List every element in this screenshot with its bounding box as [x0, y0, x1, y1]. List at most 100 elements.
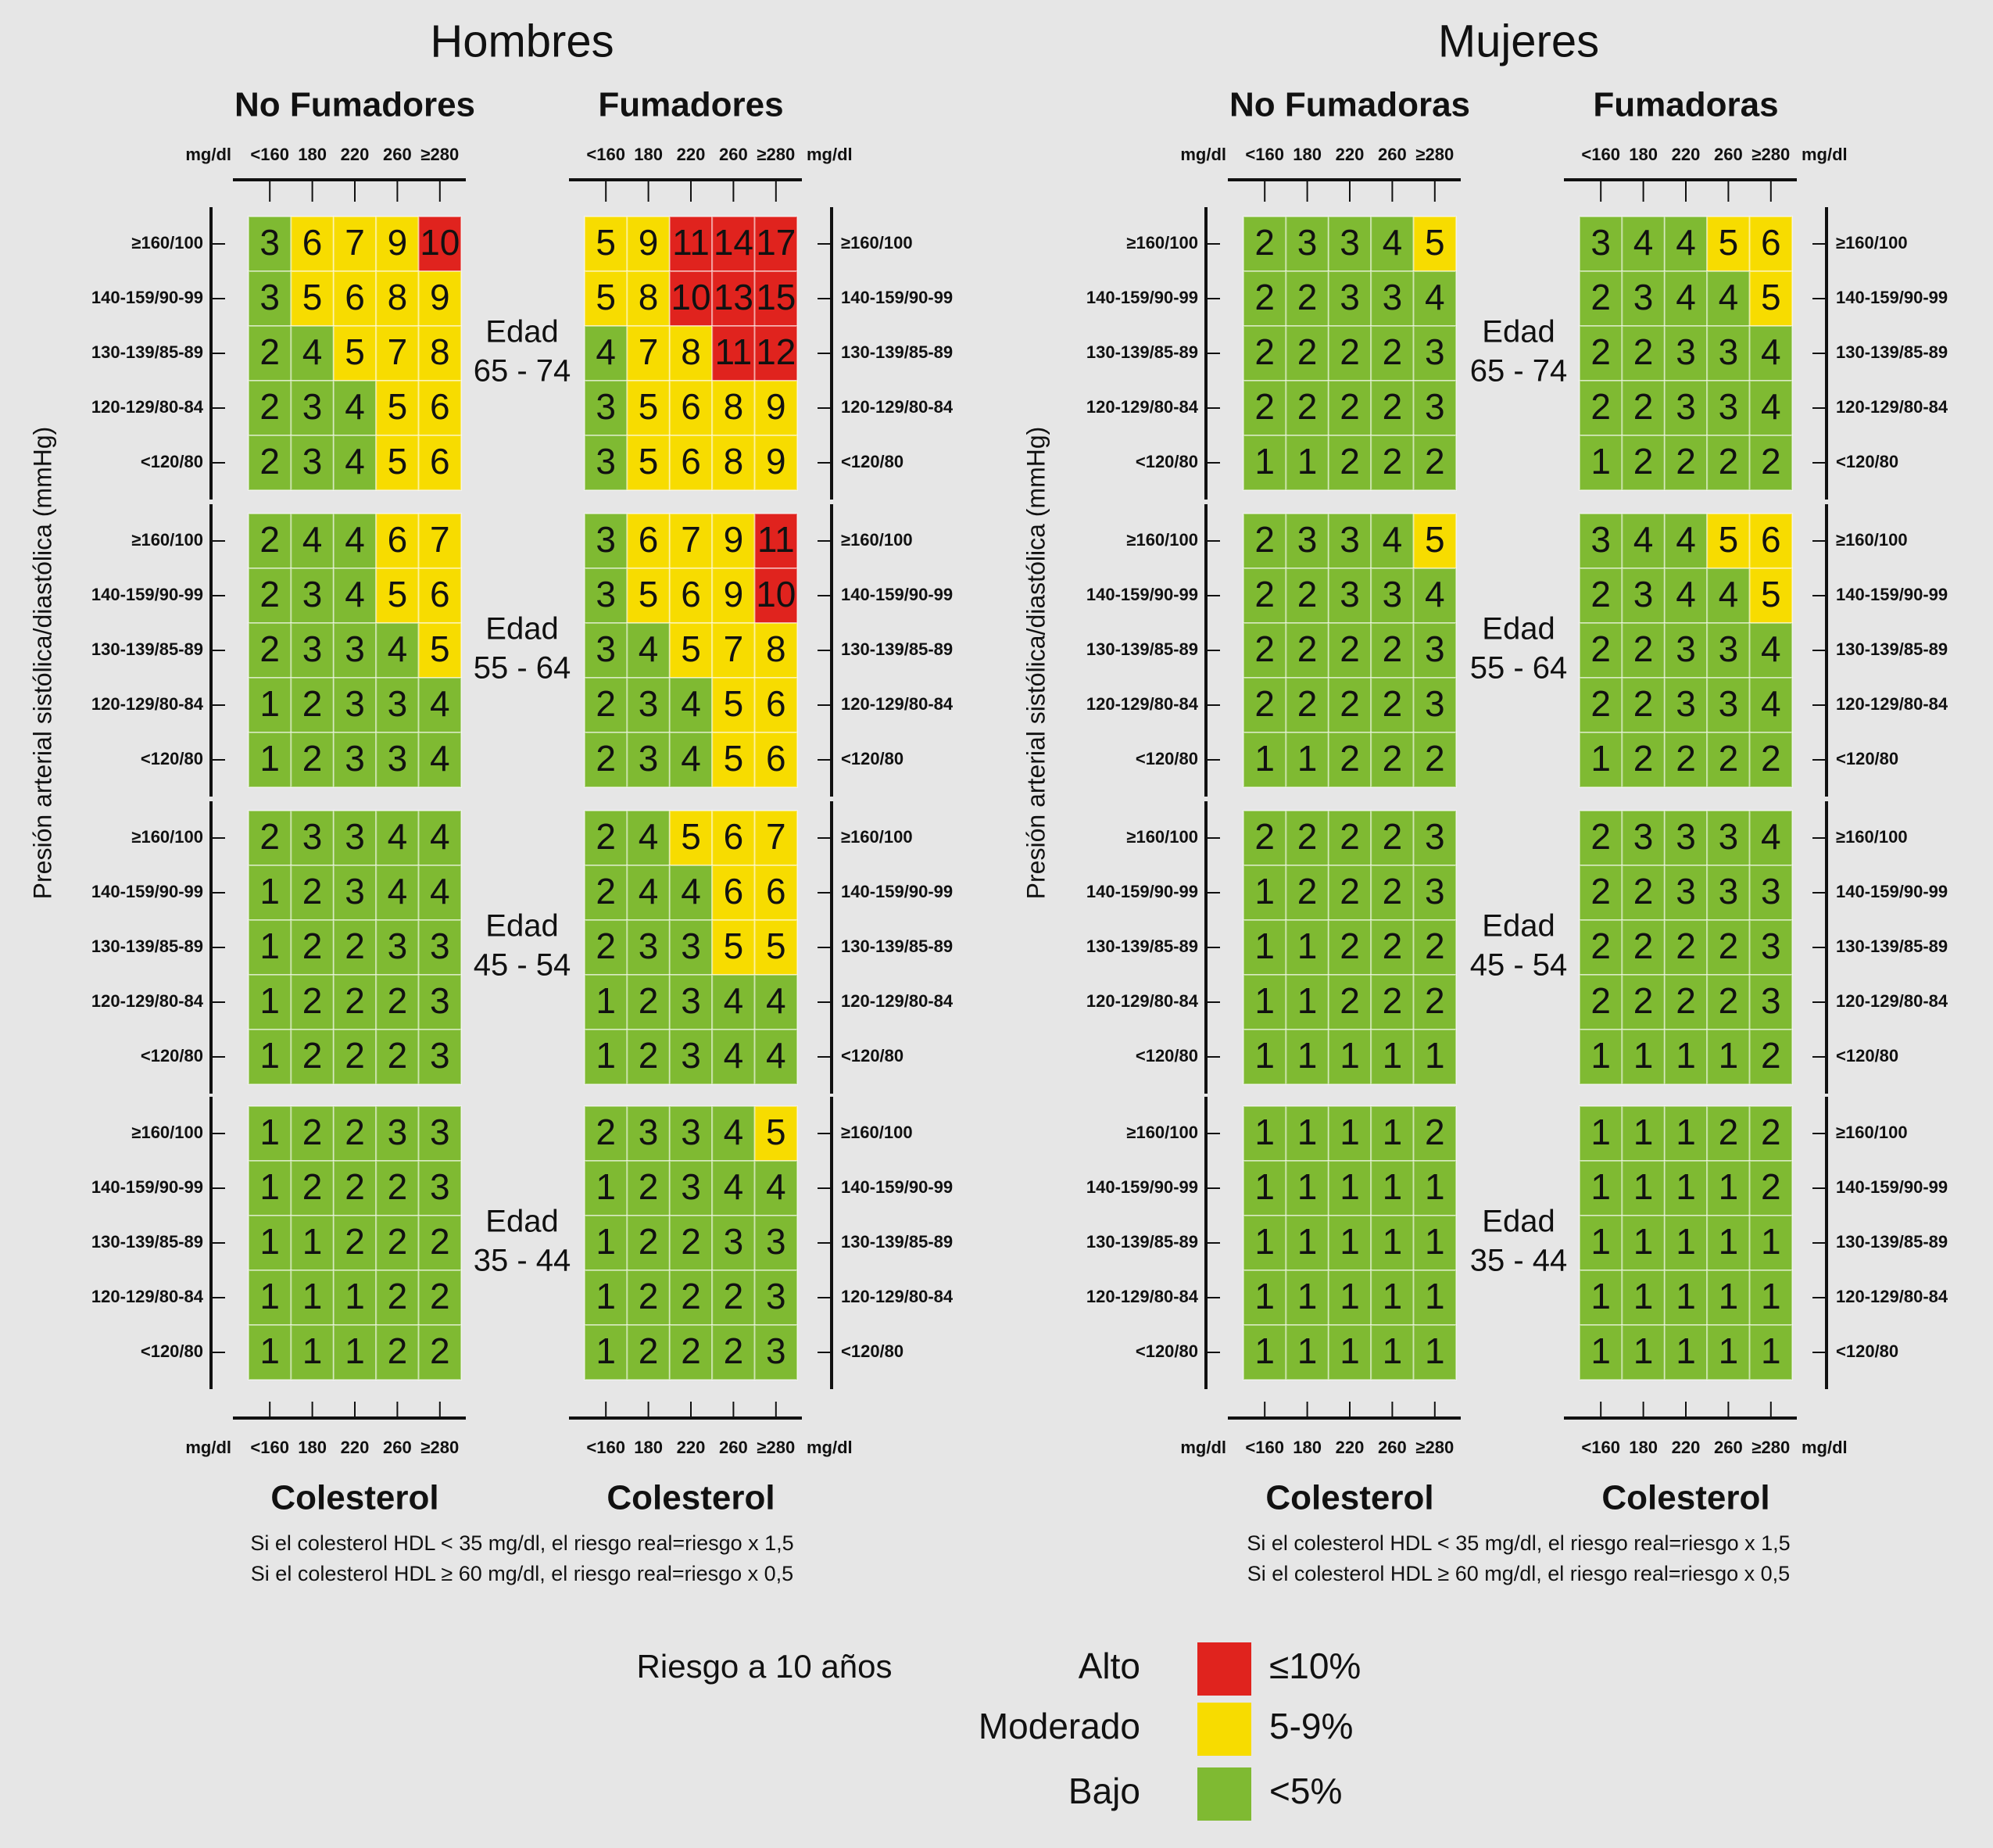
- risk-cell: [711, 513, 756, 569]
- risk-cell: [417, 216, 462, 272]
- risk-cell: [1327, 270, 1372, 327]
- risk-cell: [1706, 1160, 1751, 1216]
- risk-value: 4: [1676, 277, 1696, 317]
- risk-cell: [1621, 1029, 1666, 1085]
- risk-value: 8: [388, 277, 408, 317]
- risk-cell: [1285, 1270, 1329, 1326]
- risk-value: 2: [1590, 871, 1611, 911]
- unit-label: mg/dl: [1180, 1438, 1226, 1457]
- risk-cell: [248, 865, 292, 921]
- risk-cell: [290, 435, 335, 491]
- chol-label: <160: [586, 1438, 625, 1457]
- risk-cell: [1748, 568, 1794, 624]
- pressure-label: 140-159/90-99: [91, 288, 203, 307]
- risk-cell: [668, 325, 714, 381]
- risk-value: 3: [681, 1112, 701, 1152]
- legend-name: Bajo: [1068, 1771, 1140, 1811]
- risk-value: 2: [1254, 331, 1275, 372]
- risk-value: 2: [596, 871, 616, 911]
- risk-cell: [332, 865, 377, 921]
- risk-value: 2: [259, 574, 280, 614]
- risk-cell: [1285, 865, 1329, 921]
- chol-label: ≥280: [757, 1438, 795, 1457]
- risk-cell: [668, 974, 714, 1030]
- chol-label: 180: [1293, 1438, 1322, 1457]
- risk-value: 6: [681, 386, 701, 427]
- risk-cell: [417, 1160, 462, 1216]
- risk-cell: [1621, 622, 1666, 679]
- chol-label: <160: [250, 145, 289, 164]
- risk-value: 6: [766, 738, 786, 779]
- risk-cell: [584, 865, 628, 921]
- risk-cell: [753, 974, 798, 1030]
- risk-value: 2: [1254, 629, 1275, 669]
- risk-cell: [584, 1029, 628, 1085]
- risk-cell: [1706, 1029, 1751, 1085]
- risk-value: 2: [1590, 629, 1611, 669]
- risk-cell: [584, 1324, 628, 1381]
- risk-cell: [375, 435, 420, 491]
- risk-value: 2: [1761, 1035, 1781, 1076]
- risk-cell: [584, 732, 628, 788]
- risk-cell: [626, 1029, 671, 1085]
- risk-value: 1: [1676, 1112, 1696, 1152]
- risk-value: 5: [1425, 519, 1445, 560]
- risk-cell: [1370, 677, 1415, 733]
- risk-value: 2: [388, 1330, 408, 1371]
- risk-cell: [1706, 435, 1751, 491]
- pressure-label: ≥160/100: [131, 233, 203, 252]
- risk-value: 4: [388, 629, 408, 669]
- risk-cell: [1327, 732, 1372, 788]
- risk-value: 3: [302, 441, 323, 482]
- risk-cell: [332, 1270, 377, 1326]
- group-title: Fumadoras: [1593, 86, 1778, 124]
- risk-value: 6: [1761, 222, 1781, 263]
- risk-value: 5: [681, 816, 701, 857]
- risk-value: 7: [724, 629, 744, 669]
- risk-cell: [1748, 1105, 1794, 1162]
- risk-cell: [1370, 1215, 1415, 1271]
- risk-value: 8: [724, 386, 744, 427]
- risk-cell: [1663, 1029, 1709, 1085]
- risk-cell: [753, 435, 798, 491]
- note: Si el colesterol HDL < 35 mg/dl, el ries…: [250, 1531, 793, 1555]
- risk-value: 3: [388, 738, 408, 779]
- risk-value: 3: [1297, 222, 1318, 263]
- risk-value: 2: [596, 926, 616, 966]
- risk-value: 3: [1719, 629, 1739, 669]
- risk-cell: [375, 325, 420, 381]
- pressure-label: 120-129/80-84: [1086, 1287, 1199, 1306]
- risk-value: 5: [302, 277, 323, 317]
- risk-cell: [417, 1324, 462, 1381]
- risk-value: 4: [1383, 222, 1403, 263]
- risk-value: 4: [1676, 519, 1696, 560]
- pressure-label: 140-159/90-99: [841, 1177, 953, 1197]
- risk-value: 4: [681, 683, 701, 724]
- risk-cell: [1706, 810, 1751, 866]
- risk-value: 3: [345, 871, 365, 911]
- risk-value: 3: [388, 683, 408, 724]
- risk-value: 10: [671, 277, 710, 317]
- risk-cell: [1748, 677, 1794, 733]
- risk-value: 1: [259, 1221, 280, 1262]
- risk-value: 8: [639, 277, 659, 317]
- risk-value: 2: [259, 441, 280, 482]
- risk-value: 2: [1340, 816, 1360, 857]
- risk-cell: [711, 216, 756, 272]
- risk-value: 1: [1340, 1276, 1360, 1316]
- risk-value: 5: [1719, 519, 1739, 560]
- risk-cell: [1243, 622, 1287, 679]
- risk-value: 4: [639, 629, 659, 669]
- risk-cell: [1621, 1270, 1666, 1326]
- risk-cell: [332, 568, 377, 624]
- chol-label: 220: [677, 145, 706, 164]
- risk-value: 1: [596, 1035, 616, 1076]
- risk-value: 3: [1676, 871, 1696, 911]
- risk-value: 1: [1676, 1221, 1696, 1262]
- pressure-label: 130-139/85-89: [91, 1232, 203, 1252]
- risk-value: 1: [596, 1276, 616, 1316]
- pressure-label: 140-159/90-99: [91, 585, 203, 604]
- chol-label: ≥280: [1751, 145, 1790, 164]
- risk-value: 4: [1676, 574, 1696, 614]
- risk-value: 2: [302, 926, 323, 966]
